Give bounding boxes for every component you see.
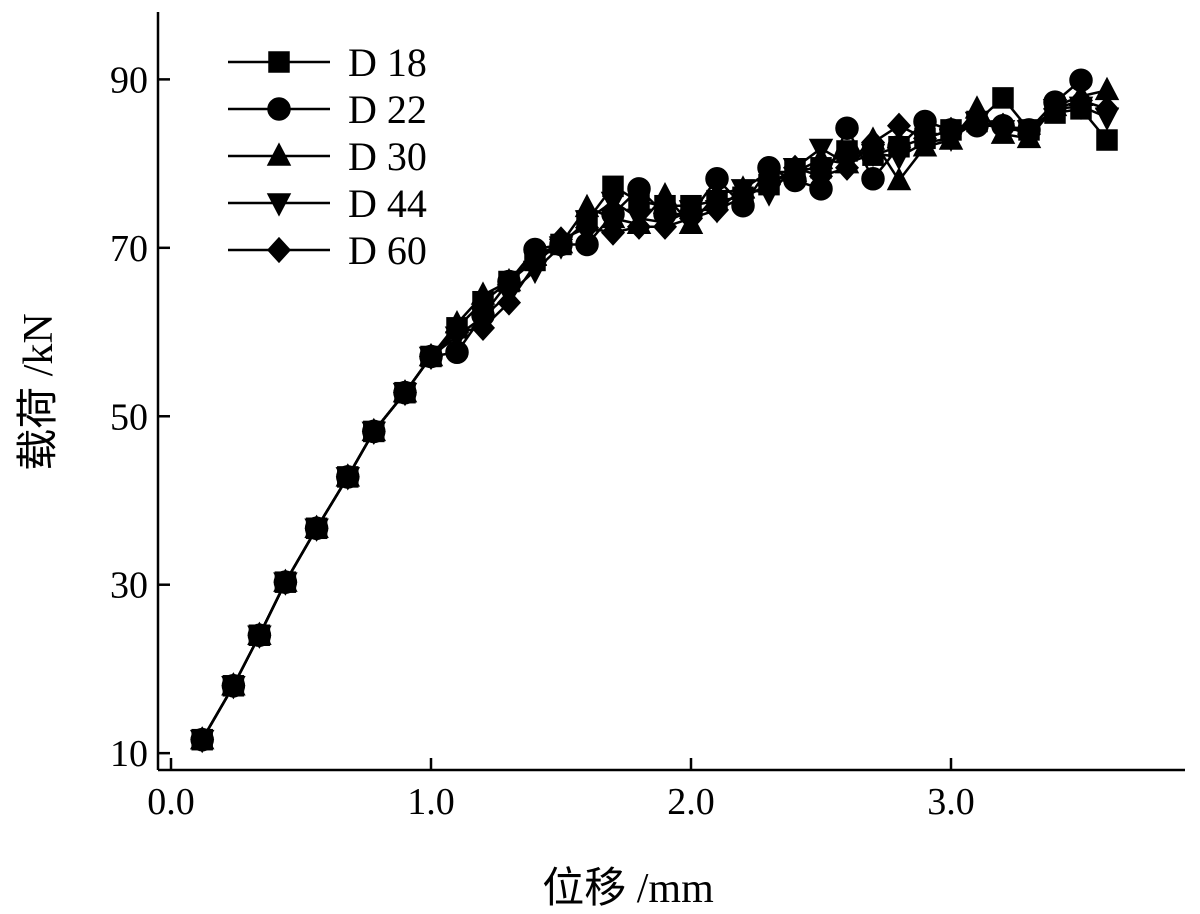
series-point-d22 bbox=[835, 116, 859, 140]
x-tick-label: 2.0 bbox=[667, 781, 715, 823]
series-point-d60 bbox=[1068, 87, 1094, 114]
series-point-d60 bbox=[990, 112, 1016, 139]
legend-label: D 18 bbox=[348, 40, 427, 85]
legend-marker bbox=[268, 51, 290, 73]
legend-marker bbox=[266, 142, 292, 166]
series-point-d60 bbox=[190, 726, 215, 753]
series-point-d18 bbox=[992, 87, 1014, 109]
x-tick-label: 3.0 bbox=[927, 781, 975, 823]
legend-label: D 22 bbox=[348, 87, 427, 132]
series-point-d60 bbox=[392, 379, 418, 406]
series-point-d60 bbox=[808, 163, 834, 190]
legend: D 18D 22D 30D 44D 60 bbox=[228, 40, 427, 273]
series-point-d60 bbox=[730, 184, 756, 211]
series-point-d60 bbox=[886, 112, 912, 139]
series-point-d60 bbox=[444, 318, 470, 346]
legend-marker bbox=[267, 97, 291, 121]
series-point-d44 bbox=[600, 191, 626, 216]
series-point-d60 bbox=[860, 129, 886, 156]
series-d22 bbox=[190, 68, 1093, 752]
series-d18 bbox=[191, 87, 1118, 751]
series-point-d30 bbox=[652, 181, 678, 206]
y-tick-label: 10 bbox=[110, 733, 148, 775]
series-point-d60 bbox=[652, 213, 678, 240]
series-point-d60 bbox=[1016, 121, 1042, 148]
series-point-d60 bbox=[496, 289, 522, 316]
y-axis-label: 载荷 /kN bbox=[16, 313, 62, 471]
series-point-d60 bbox=[912, 125, 938, 152]
series-point-d22 bbox=[627, 177, 651, 201]
legend-label: D 30 bbox=[348, 134, 427, 179]
series-point-d44 bbox=[886, 147, 912, 171]
y-tick-label: 30 bbox=[110, 565, 148, 607]
series-point-d60 bbox=[418, 343, 444, 370]
series-layer bbox=[189, 68, 1120, 754]
series-point-d60 bbox=[247, 622, 272, 649]
series-point-d60 bbox=[335, 463, 360, 491]
series-point-d60 bbox=[834, 154, 860, 181]
series-point-d60 bbox=[1042, 95, 1068, 122]
legend-marker bbox=[266, 193, 292, 217]
series-point-d22 bbox=[861, 167, 885, 191]
series-point-d18 bbox=[1096, 129, 1118, 151]
series-point-d60 bbox=[361, 418, 386, 445]
legend-entry-d44: D 44 bbox=[228, 181, 427, 226]
series-line-d18 bbox=[201, 96, 1108, 741]
series-point-d60 bbox=[704, 196, 730, 224]
series-d60 bbox=[190, 87, 1120, 753]
series-point-d60 bbox=[221, 672, 246, 699]
series-point-d60 bbox=[574, 214, 600, 241]
y-tick-label: 70 bbox=[110, 228, 148, 270]
series-point-d60 bbox=[273, 569, 298, 596]
series-point-d60 bbox=[756, 171, 782, 198]
y-tick-label: 50 bbox=[110, 396, 148, 438]
series-point-d30 bbox=[886, 166, 912, 191]
legend-label: D 44 bbox=[348, 181, 427, 226]
series-point-d60 bbox=[304, 515, 329, 542]
legend-marker bbox=[266, 236, 292, 264]
legend-entry-d22: D 22 bbox=[228, 87, 427, 132]
series-line-d30 bbox=[201, 89, 1108, 741]
series-point-d60 bbox=[600, 219, 626, 246]
series-point-d60 bbox=[470, 314, 496, 341]
legend-label: D 60 bbox=[348, 228, 427, 273]
legend-entry-d30: D 30 bbox=[228, 134, 427, 179]
x-tick-label: 1.0 bbox=[407, 781, 455, 823]
series-point-d60 bbox=[964, 108, 990, 135]
y-tick-label: 90 bbox=[110, 59, 148, 101]
series-d30 bbox=[189, 76, 1120, 750]
x-axis-label: 位移 /mm bbox=[542, 865, 714, 912]
series-point-d30 bbox=[470, 281, 496, 305]
series-point-d60 bbox=[1094, 95, 1120, 122]
legend-entry-d18: D 18 bbox=[228, 40, 427, 85]
ticks: 0.0 1.0 2.0 3.0 10 30 50 70 90 bbox=[110, 59, 975, 823]
series-point-d60 bbox=[678, 205, 704, 232]
series-point-d60 bbox=[522, 251, 548, 278]
axes bbox=[156, 12, 1185, 772]
x-tick-label: 0.0 bbox=[147, 781, 195, 823]
series-point-d60 bbox=[938, 116, 964, 144]
legend-entry-d60: D 60 bbox=[228, 228, 427, 273]
series-point-d44 bbox=[808, 138, 834, 163]
series-point-d60 bbox=[548, 226, 574, 253]
series-point-d60 bbox=[782, 154, 808, 181]
series-point-d60 bbox=[626, 213, 652, 240]
